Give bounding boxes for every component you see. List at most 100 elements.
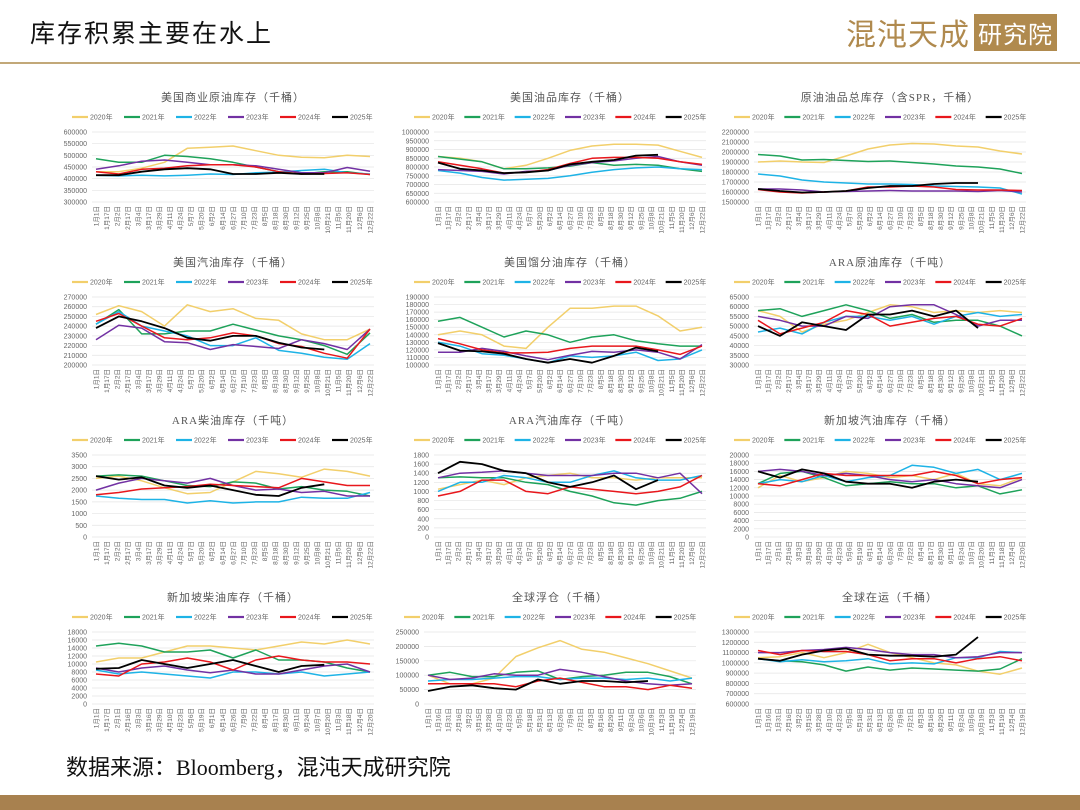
y-tick-label: 250000	[396, 630, 419, 637]
x-tick-label: 11月5日	[668, 206, 676, 229]
x-tick-label: 11月3日	[335, 708, 343, 731]
y-tick-label: 150000	[406, 325, 429, 332]
legend-label: 2023年	[246, 278, 269, 287]
x-tick-label: 2月1日	[113, 708, 121, 728]
y-tick-label: 1500000	[722, 200, 749, 207]
series-line-2021	[95, 154, 371, 176]
legend-label: 2025年	[684, 113, 707, 122]
x-tick-label: 3月15日	[805, 708, 813, 732]
legend-label: 2021年	[142, 278, 165, 287]
x-tick-label: 9月12日	[293, 541, 301, 565]
legend-label: 2020年	[752, 278, 775, 287]
x-tick-label: 7月23日	[907, 206, 915, 230]
legend-item: 2024年	[935, 613, 976, 622]
x-tick-label: 8月4日	[261, 708, 269, 728]
x-tick-label: 8月17日	[271, 708, 279, 732]
legend-label: 2021年	[472, 613, 495, 622]
y-tick-label: 6000	[71, 678, 87, 685]
chart-title: ARA原油库存（千吨）	[829, 255, 951, 269]
y-tick-label: 100000	[406, 363, 429, 370]
legend-item: 2023年	[885, 113, 926, 122]
x-tick-label: 7月10日	[240, 541, 248, 565]
y-tick-label: 170000	[406, 310, 429, 317]
x-tick-label: 1月16日	[764, 708, 772, 732]
x-tick-label: 10月20日	[324, 708, 332, 735]
x-tick-label: 1月17日	[103, 206, 111, 230]
series-line-2024	[95, 477, 370, 496]
legend-label: 2024年	[953, 113, 976, 122]
legend-label: 2021年	[482, 113, 505, 122]
y-tick-label: 1000	[413, 489, 429, 496]
y-tick-label: 300000	[64, 200, 87, 207]
y-tick-label: 1900000	[722, 160, 749, 167]
y-tick-label: 120000	[406, 347, 429, 354]
x-tick-label: 2月17日	[465, 206, 473, 230]
x-tick-label: 12月22日	[366, 206, 374, 233]
series-line-2021	[95, 474, 371, 497]
legend-item: 2020年	[72, 113, 113, 122]
x-tick-label: 10月8日	[648, 206, 656, 230]
x-tick-label: 9月11日	[947, 708, 955, 731]
x-tick-label: 7月10日	[240, 206, 248, 230]
x-tick-label: 12月6日	[1008, 369, 1016, 393]
chart-svg: 新加坡汽油库存（千桶） 2020年 2021年 2022年 2023年 2024年 2025…	[730, 413, 1027, 568]
legend-item: 2025年	[665, 278, 706, 287]
x-tick-label: 7月23日	[250, 541, 258, 565]
legend-label: 2021年	[802, 278, 825, 287]
y-tick-label: 0	[745, 535, 749, 542]
x-tick-label: 9月25日	[957, 369, 965, 393]
x-tick-label: 5月31日	[536, 708, 544, 732]
x-tick-label: 4月24日	[177, 541, 185, 565]
x-tick-label: 12月22日	[698, 369, 706, 396]
y-tick-label: 50000	[730, 324, 750, 331]
legend-item: 2025年	[332, 613, 373, 622]
y-tick-label: 700000	[406, 182, 429, 189]
y-tick-label: 600000	[726, 702, 749, 709]
legend-item: 2022年	[176, 278, 217, 287]
y-tick-label: 1000	[71, 511, 87, 518]
y-tick-label: 2500	[71, 476, 87, 483]
x-tick-label: 10月21日	[658, 369, 666, 396]
x-tick-label: 5月7日	[187, 541, 195, 561]
x-tick-label: 11月5日	[335, 206, 343, 229]
legend-item: 2023年	[228, 278, 269, 287]
legend-item: 2024年	[615, 278, 656, 287]
x-tick-label: 9月12日	[627, 541, 635, 565]
x-tick-label: 7月22日	[907, 541, 915, 565]
y-tick-label: 12000	[68, 654, 88, 661]
x-tick-label: 5月6日	[187, 708, 195, 728]
chart-svg: 新加坡柴油库存（千桶） 2020年 2021年 2022年 2023年 2024年 2025…	[68, 590, 375, 735]
series-line-2025	[757, 636, 979, 662]
x-tick-label: 10月21日	[658, 541, 666, 568]
x-tick-label: 8月30日	[937, 541, 945, 565]
x-tick-label: 3月2日	[795, 708, 803, 728]
x-tick-label: 11月20日	[678, 369, 686, 396]
y-tick-label: 50000	[400, 687, 420, 694]
legend-item: 2023年	[565, 113, 606, 122]
x-tick-label: 4月23日	[506, 708, 514, 732]
series-line-2021	[757, 153, 1023, 175]
legend-item: 2020年	[734, 278, 775, 287]
legend-label: 2024年	[298, 113, 321, 122]
x-tick-label: 10月21日	[324, 206, 332, 233]
x-tick-label: 2月2日	[455, 206, 463, 226]
series-line-2020	[96, 145, 371, 173]
legend-label: 2023年	[903, 613, 926, 622]
x-tick-label: 12月22日	[1018, 206, 1026, 233]
y-tick-label: 1000000	[722, 660, 749, 667]
legend-item: 2020年	[72, 613, 113, 622]
series-line-2025	[95, 475, 325, 497]
legend-label: 2020年	[90, 613, 113, 622]
chart-title: 新加坡汽油库存（千桶）	[824, 413, 956, 427]
x-tick-label: 8月30日	[617, 541, 625, 565]
legend-label: 2025年	[1004, 436, 1027, 445]
x-tick-label: 12月19日	[1018, 708, 1026, 735]
x-tick-label: 7月10日	[896, 206, 904, 230]
x-tick-label: 3月29日	[495, 206, 503, 230]
x-tick-label: 6月27日	[566, 369, 574, 393]
legend-label: 2020年	[90, 113, 113, 122]
legend-label: 2021年	[482, 278, 505, 287]
chart-svg: 美国商业原油库存（千桶） 2020年 2021年 2022年 2023年 2024年 202…	[64, 90, 375, 233]
x-tick-label: 4月10日	[495, 708, 503, 732]
x-tick-label: 3月17日	[485, 369, 493, 393]
